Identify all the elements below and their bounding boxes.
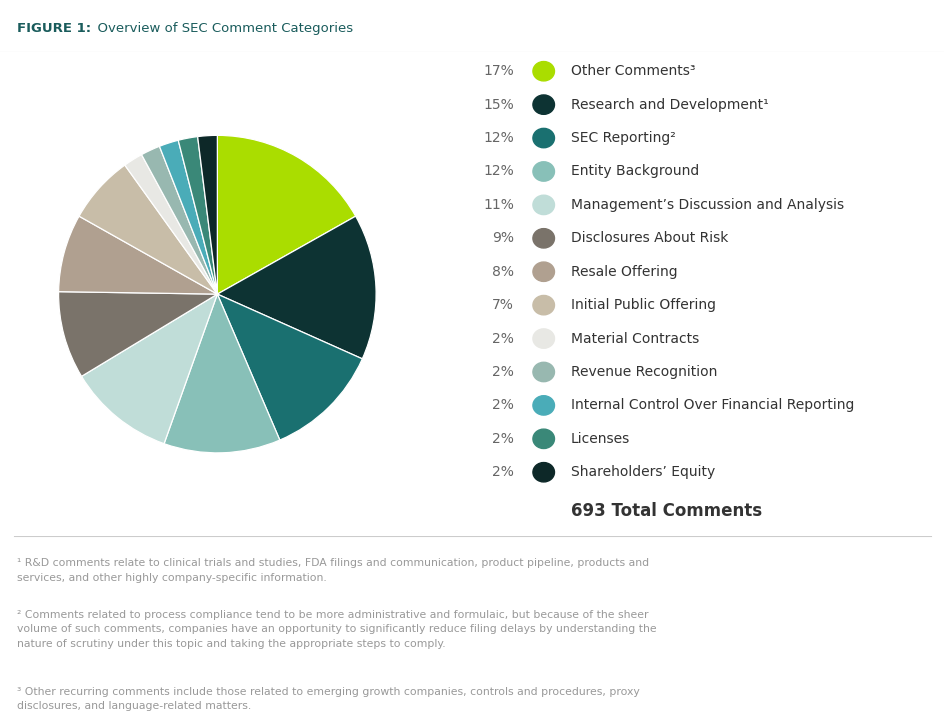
Circle shape — [532, 262, 554, 282]
Text: 693 Total Comments: 693 Total Comments — [570, 502, 761, 520]
Text: ³ Other recurring comments include those related to emerging growth companies, c: ³ Other recurring comments include those… — [17, 687, 639, 711]
Wedge shape — [79, 165, 217, 294]
Circle shape — [532, 396, 554, 415]
Text: 2%: 2% — [492, 432, 514, 446]
Text: Licenses: Licenses — [570, 432, 630, 446]
Circle shape — [532, 195, 554, 215]
Wedge shape — [59, 216, 217, 294]
Wedge shape — [217, 135, 355, 294]
Text: ² Comments related to process compliance tend to be more administrative and form: ² Comments related to process compliance… — [17, 610, 656, 649]
Text: 7%: 7% — [492, 298, 514, 312]
Text: Research and Development¹: Research and Development¹ — [570, 98, 767, 112]
Text: Internal Control Over Financial Reporting: Internal Control Over Financial Reportin… — [570, 398, 853, 413]
Text: Shareholders’ Equity: Shareholders’ Equity — [570, 465, 714, 480]
Text: Overview of SEC Comment Categories: Overview of SEC Comment Categories — [89, 22, 352, 35]
Circle shape — [532, 128, 554, 148]
Wedge shape — [178, 137, 217, 294]
Wedge shape — [125, 155, 217, 294]
Text: 15%: 15% — [482, 98, 514, 112]
Circle shape — [532, 95, 554, 114]
Text: Entity Background: Entity Background — [570, 164, 699, 179]
Text: Revenue Recognition: Revenue Recognition — [570, 365, 716, 379]
Text: 17%: 17% — [482, 64, 514, 78]
Wedge shape — [217, 216, 376, 359]
Text: FIGURE 1:: FIGURE 1: — [17, 22, 91, 35]
Text: 12%: 12% — [482, 131, 514, 145]
Text: 2%: 2% — [492, 365, 514, 379]
Text: 9%: 9% — [492, 231, 514, 246]
Text: Management’s Discussion and Analysis: Management’s Discussion and Analysis — [570, 198, 843, 212]
Wedge shape — [59, 292, 217, 377]
Text: 8%: 8% — [492, 265, 514, 279]
Text: 2%: 2% — [492, 332, 514, 346]
Text: 2%: 2% — [492, 398, 514, 413]
Text: ¹ R&D comments relate to clinical trials and studies, FDA filings and communicat: ¹ R&D comments relate to clinical trials… — [17, 559, 649, 582]
Text: Resale Offering: Resale Offering — [570, 265, 677, 279]
Circle shape — [532, 295, 554, 315]
Circle shape — [532, 162, 554, 181]
Text: Material Contracts: Material Contracts — [570, 332, 699, 346]
Circle shape — [532, 61, 554, 81]
Circle shape — [532, 329, 554, 348]
Wedge shape — [197, 135, 217, 294]
Text: 11%: 11% — [482, 198, 514, 212]
Circle shape — [532, 362, 554, 382]
Wedge shape — [164, 294, 279, 453]
Text: Disclosures About Risk: Disclosures About Risk — [570, 231, 727, 246]
Text: 12%: 12% — [482, 164, 514, 179]
Wedge shape — [160, 140, 217, 294]
Wedge shape — [81, 294, 217, 444]
Text: 2%: 2% — [492, 465, 514, 480]
Text: Initial Public Offering: Initial Public Offering — [570, 298, 715, 312]
Text: Other Comments³: Other Comments³ — [570, 64, 695, 78]
Wedge shape — [142, 146, 217, 294]
Circle shape — [532, 429, 554, 449]
Circle shape — [532, 229, 554, 248]
Wedge shape — [217, 294, 362, 440]
Text: SEC Reporting²: SEC Reporting² — [570, 131, 675, 145]
Circle shape — [532, 462, 554, 482]
